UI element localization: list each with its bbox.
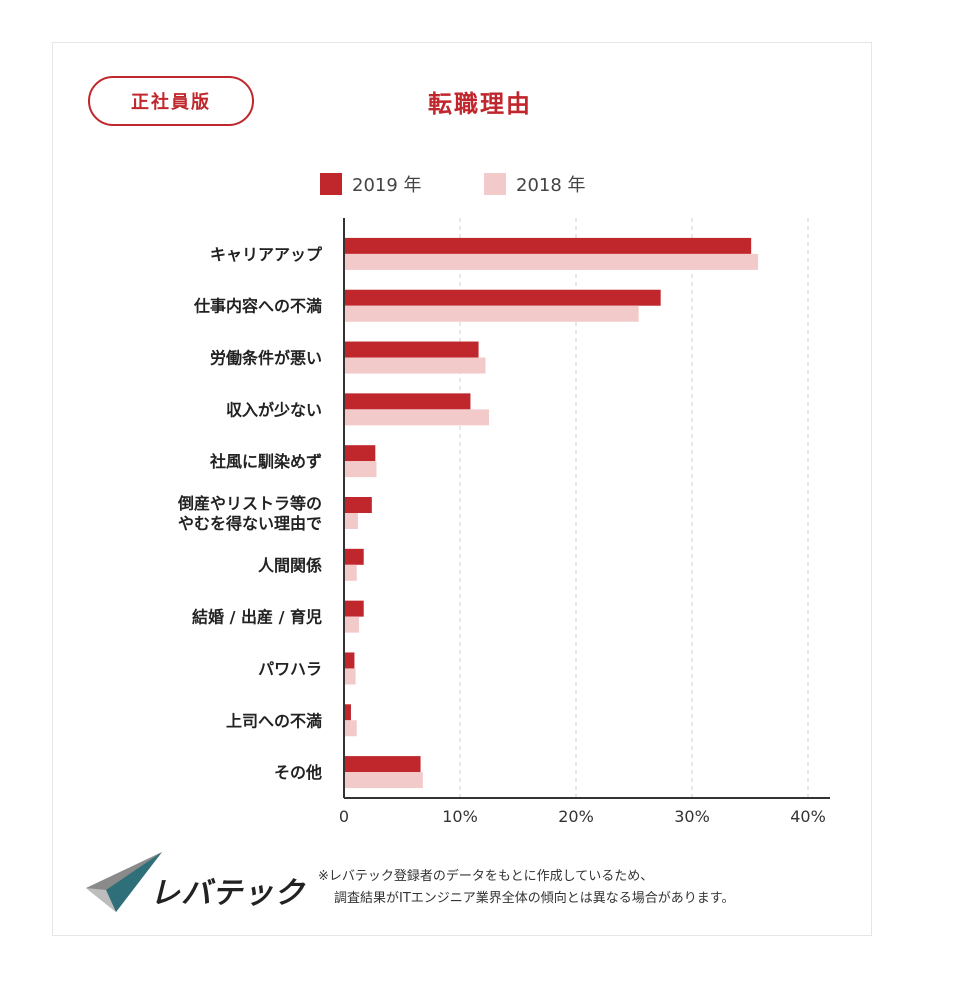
x-tick-label: 40%	[790, 807, 826, 826]
bar	[344, 704, 351, 721]
legend-swatch-2018	[484, 173, 506, 195]
y-tick-label: 上司への不満	[226, 711, 322, 730]
y-tick-label: 倒産やリストラ等のやむを得ない理由で	[177, 494, 322, 533]
bar	[344, 461, 377, 478]
legend-label-2019: 2019 年	[352, 175, 422, 196]
bar	[344, 772, 423, 789]
legend-swatch-2019	[320, 173, 342, 195]
chart-title: 転職理由	[428, 90, 532, 118]
y-tick-label: 収入が少ない	[226, 400, 322, 419]
x-tick-label: 30%	[674, 807, 710, 826]
bar	[344, 253, 759, 270]
bar	[344, 668, 356, 685]
levtech-logo-icon	[86, 852, 162, 912]
bar	[344, 237, 752, 254]
y-tick-label: その他	[274, 763, 322, 782]
bar	[344, 652, 355, 669]
y-tick-label: 社風に馴染めず	[209, 452, 322, 471]
bar	[344, 445, 376, 462]
bar	[344, 756, 421, 773]
bar	[344, 305, 639, 322]
legend-label-2018: 2018 年	[516, 175, 586, 196]
logo-text: レバテック	[150, 876, 305, 911]
y-tick-label: 結婚 / 出産 / 育児	[192, 608, 322, 627]
bar	[344, 289, 661, 306]
x-tick-label: 0	[339, 807, 349, 826]
x-tick-label: 10%	[442, 807, 478, 826]
footnote-line-1: ※レバテック登録者のデータをもとに作成しているため、	[318, 869, 654, 884]
bar	[344, 548, 364, 565]
bar	[344, 720, 357, 737]
y-tick-label: 人間関係	[258, 556, 322, 575]
bar	[344, 564, 357, 581]
x-tick-label: 20%	[558, 807, 594, 826]
bar	[344, 616, 360, 633]
y-tick-label: 労働条件が悪い	[210, 349, 322, 368]
footnote-line-2: 調査結果がITエンジニア業界全体の傾向とは異なる場合があります。	[334, 891, 735, 906]
bar	[344, 341, 479, 358]
chart-card	[52, 42, 872, 936]
legend-item-2018: 2018 年	[484, 172, 586, 196]
y-tick-label: パワハラ	[258, 659, 322, 678]
bar	[344, 357, 486, 374]
bar	[344, 497, 372, 513]
footnote: ※レバテック登録者のデータをもとに作成しているため、 調査結果がITエンジニア業…	[318, 866, 734, 910]
legend-item-2019: 2019 年	[320, 172, 422, 196]
y-tick-label: 仕事内容への不満	[193, 297, 322, 316]
category-badge: 正社員版	[88, 76, 254, 126]
bar	[344, 409, 489, 426]
y-tick-label: キャリアアップ	[210, 245, 323, 264]
bar	[344, 513, 358, 529]
bar	[344, 393, 471, 410]
bar	[344, 600, 364, 617]
